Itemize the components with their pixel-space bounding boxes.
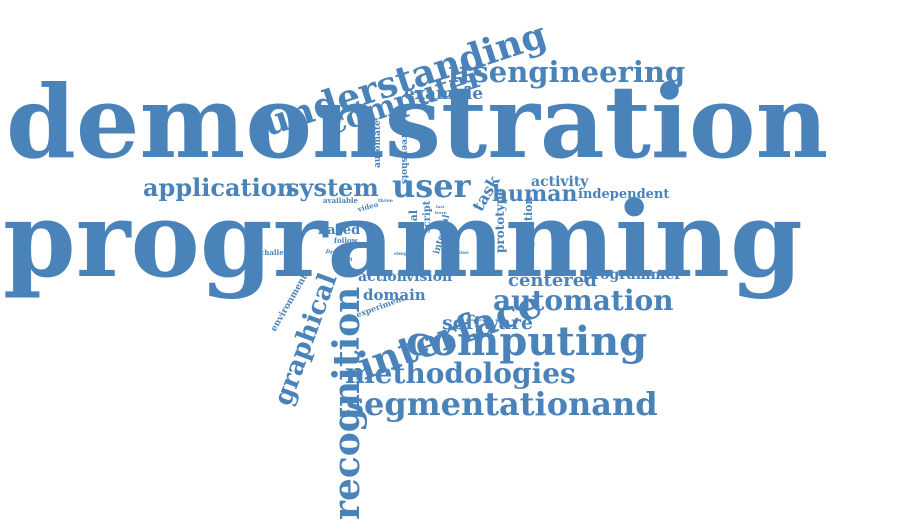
word-automation: automation — [493, 284, 674, 317]
word-activity: activity — [531, 174, 589, 190]
word-action: action — [358, 269, 407, 285]
word-simple: simple — [394, 251, 413, 257]
word-available: available — [323, 196, 358, 205]
word-machine: machine — [445, 250, 469, 256]
word-human: human — [492, 181, 578, 207]
word-example: example — [404, 84, 484, 104]
word-methodologies: methodologies — [345, 357, 576, 390]
word-question: question — [522, 196, 535, 250]
word-programming: programming — [3, 178, 803, 301]
word-visual: visual — [407, 209, 420, 246]
word-challenge: challenge — [260, 248, 299, 257]
word-segmentationand: segmentationand — [346, 385, 658, 423]
word-software: software — [442, 312, 534, 334]
word-automate: automate — [373, 120, 383, 168]
word-prototype: prototype — [493, 188, 507, 253]
word-computing: computing — [406, 318, 648, 365]
word-fast: fast — [436, 204, 445, 209]
word-programmer: programmer — [583, 267, 682, 283]
word-domain: domain — [363, 286, 426, 304]
word-centered: centered — [508, 270, 597, 291]
word-demonstration: demonstration — [6, 63, 829, 181]
word-itsengineering: itsengineering — [448, 55, 686, 89]
word-three: three — [378, 198, 393, 204]
word-follow: follow — [334, 236, 358, 245]
word-based: based — [318, 223, 361, 238]
word-application: application — [143, 173, 295, 202]
word-system: system — [286, 173, 379, 202]
word-user: user — [392, 167, 471, 205]
word-learn: learn — [435, 210, 447, 215]
word-script: script — [422, 200, 433, 233]
word-vision: vision — [406, 269, 453, 285]
word-independent: independent — [578, 187, 670, 202]
